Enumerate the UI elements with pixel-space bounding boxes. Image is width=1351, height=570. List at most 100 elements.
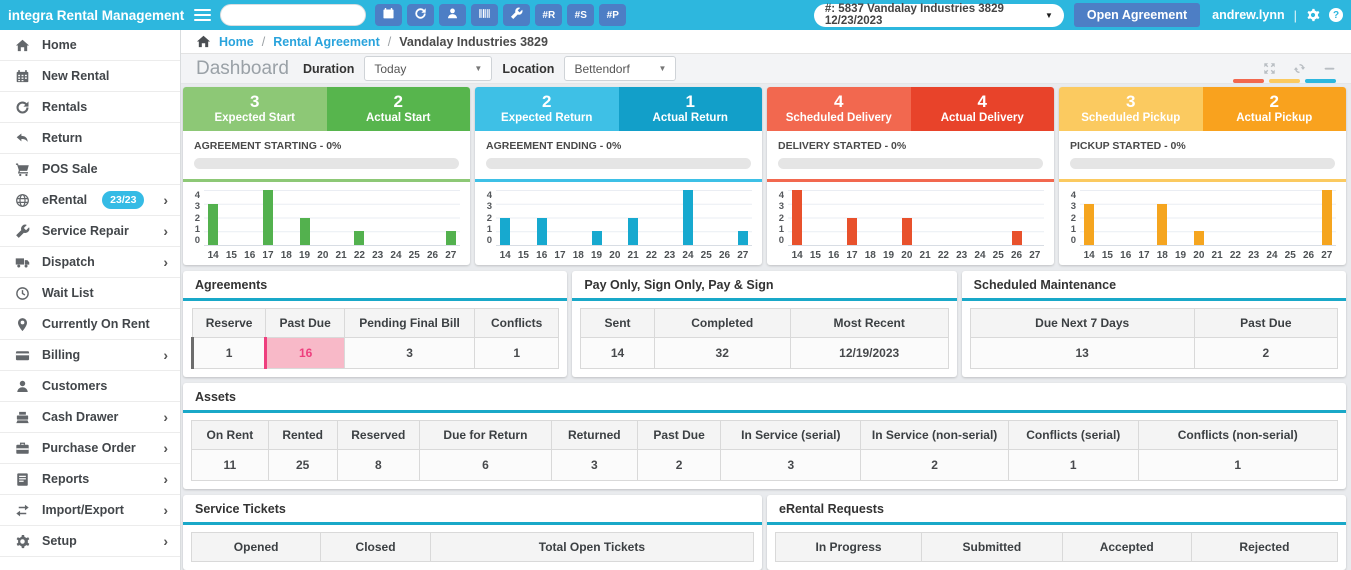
chart-column [387,190,405,245]
table-cell: 8 [336,449,421,481]
hamburger-menu-icon[interactable] [194,6,212,24]
chart-column [1263,190,1281,245]
breadcrumb-current: Vandalay Industries 3829 [399,34,548,49]
kpi-value: 4 [834,92,844,111]
duration-select[interactable]: Today ▼ [364,56,493,82]
sidebar-item-import-export[interactable]: Import/Export › [0,495,180,526]
clock-icon [15,286,31,301]
chart-column [1281,190,1299,245]
column-header-conflicts-non-serial: Conflicts (non-serial) [1137,420,1339,450]
column-header-closed: Closed [320,532,431,562]
global-search [220,4,367,26]
sidebar-item-setup[interactable]: Setup › [0,526,180,557]
chart-bar [1321,190,1332,245]
minimize-icon[interactable] [1323,62,1336,75]
toolbar-button-hash-r[interactable]: #R [535,4,563,26]
kpi-scheduled-pickup[interactable]: 3 Scheduled Pickup [1059,87,1203,131]
sidebar-item-customers[interactable]: Customers [0,371,180,402]
toolbar-button-new-rental[interactable] [375,4,403,26]
kpi-card-scheduled-delivery: 4 Scheduled Delivery 4 Actual Delivery DELIV… [767,87,1054,265]
user-area: andrew.lynn | ? [1212,8,1343,23]
sidebar-item-cash-drawer[interactable]: Cash Drawer › [0,402,180,433]
toolbar-button-rentals[interactable] [407,4,435,26]
chart-column [295,190,313,245]
chart-column [587,190,605,245]
column-header-conflicts: Conflicts [474,308,560,338]
column-header-submitted: Submitted [921,532,1063,562]
sidebar-item-rentals[interactable]: Rentals [0,92,180,123]
kpi-actual-pickup[interactable]: 2 Actual Pickup [1202,87,1346,131]
chart-column [405,190,423,245]
sidebar-item-return[interactable]: Return [0,123,180,154]
breadcrumb-section-link[interactable]: Rental Agreement [273,34,380,49]
chevron-right-icon: › [163,502,168,518]
panel-title: Pay Only, Sign Only, Pay & Sign [572,271,957,301]
panel-title: Service Tickets [183,495,762,525]
sidebar-item-dispatch[interactable]: Dispatch › [0,247,180,278]
kpi-chart-delivery-started: 4 3 2 1 0 14 15 16 17 18 19 20 21 22 23 24 25 26 27 [767,182,1054,265]
sidebar-item-service-repair[interactable]: Service Repair › [0,216,180,247]
username: andrew.lynn [1212,8,1285,22]
help-icon[interactable]: ? [1329,8,1343,22]
toolbar-button-hash-p[interactable]: #P [599,4,627,26]
rotate-icon [414,7,427,23]
sidebar-item-new-rental[interactable]: New Rental [0,61,180,92]
chart-column [879,190,897,245]
x-axis-labels: 14 15 16 17 18 19 20 21 22 23 24 25 26 27 [1083,250,1333,261]
chart-bar [536,217,547,245]
panel-pay-sign: Pay Only, Sign Only, Pay & Sign Sent Comp… [572,271,957,377]
toolbar-button-hash-s[interactable]: #S [567,4,595,26]
search-input[interactable] [230,8,357,22]
kpi-actual-return[interactable]: 1 Actual Return [618,87,762,131]
sidebar-item-wait-list[interactable]: Wait List [0,278,180,309]
briefcase-icon [15,441,31,456]
chart-column [332,190,350,245]
chart-column [825,190,843,245]
chart-column [1098,190,1116,245]
kpi-label: Expected Start [214,112,296,124]
column-header-total-open-tickets: Total Open Tickets [429,532,755,562]
breadcrumb-home-link[interactable]: Home [219,34,254,49]
location-select[interactable]: Bettendorf ▼ [564,56,677,82]
table-cell: 1 [1008,449,1139,481]
kpi-actual-start[interactable]: 2 Actual Start [326,87,470,131]
toolbar-button-service[interactable] [503,4,531,26]
chart-column [1007,190,1025,245]
table-row: 11 25 8 6 3 2 3 2 1 1 [191,449,1339,481]
toolbar-button-barcode[interactable] [471,4,499,26]
toolbar-button-customer[interactable] [439,4,467,26]
kpi-scheduled-delivery[interactable]: 4 Scheduled Delivery [767,87,911,131]
sidebar-item-reports[interactable]: Reports › [0,464,180,495]
settings-gear-icon[interactable] [1306,8,1320,22]
kpi-expected-return[interactable]: 2 Expected Return [475,87,619,131]
sidebar-item-home[interactable]: Home [0,30,180,61]
kpi-value: 1 [685,92,695,111]
table-cell: 12/19/2023 [789,337,949,369]
calendar-icon [382,7,395,23]
home-icon[interactable] [196,34,211,49]
chart-bar [901,217,912,245]
chevron-down-icon: ▼ [1044,10,1053,20]
column-header-returned: Returned [550,420,638,450]
chart-bar [1011,231,1022,245]
agreement-dropdown[interactable]: #: 5837 Vandalay Industries 3829 12/23/2… [813,3,1064,27]
duration-label: Duration [302,61,355,76]
expand-icon[interactable] [1263,62,1276,75]
kpi-expected-start[interactable]: 3 Expected Start [183,87,327,131]
chart-column [1135,190,1153,245]
sidebar-item-erental[interactable]: eRental 23/23 › [0,185,180,216]
chevron-down-icon: ▼ [658,64,667,74]
sidebar-item-pos-sale[interactable]: POS Sale [0,154,180,185]
chart-bar [262,190,273,245]
refresh-icon[interactable] [1293,62,1306,75]
sidebar-item-billing[interactable]: Billing › [0,340,180,371]
sidebar-item-purchase-order[interactable]: Purchase Order › [0,433,180,464]
open-agreement-button[interactable]: Open Agreement [1073,3,1201,27]
column-header-rejected: Rejected [1190,532,1339,562]
breadcrumb-separator: / [387,34,392,49]
progress-label: AGREEMENT ENDING - 0% [486,140,622,152]
kpi-actual-delivery[interactable]: 4 Actual Delivery [910,87,1054,131]
breadcrumb-separator: / [261,34,266,49]
sidebar-item-currently-on-rent[interactable]: Currently On Rent [0,309,180,340]
chart-column [679,190,697,245]
